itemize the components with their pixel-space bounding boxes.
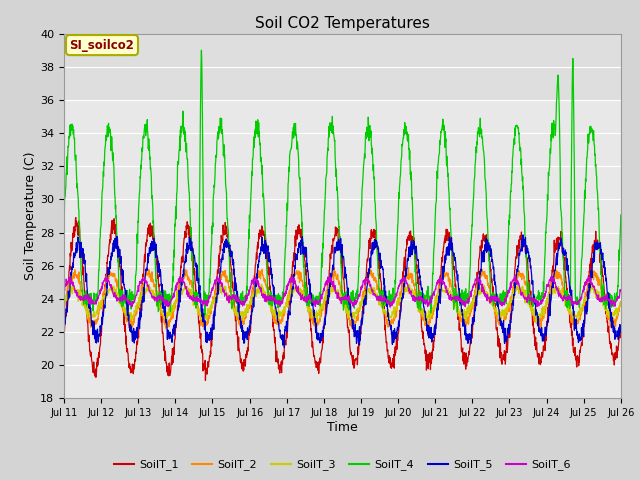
- SoilT_5: [519, 232, 527, 238]
- SoilT_1: [617, 323, 625, 328]
- SoilT_4: [441, 133, 449, 139]
- SoilT_5: [92, 334, 100, 340]
- SoilT_2: [290, 274, 298, 280]
- SoilT_6: [287, 279, 295, 285]
- Y-axis label: Soil Temperature (C): Soil Temperature (C): [24, 152, 37, 280]
- SoilT_6: [440, 280, 448, 286]
- SoilT_1: [202, 378, 209, 384]
- SoilT_4: [288, 139, 296, 145]
- SoilT_1: [288, 275, 296, 281]
- SoilT_4: [201, 312, 209, 318]
- SoilT_1: [72, 215, 79, 220]
- SoilT_2: [537, 327, 545, 333]
- SoilT_3: [287, 289, 295, 295]
- SoilT_6: [511, 273, 518, 279]
- SoilT_3: [269, 309, 276, 314]
- SoilT_1: [60, 325, 68, 331]
- SoilT_4: [269, 292, 276, 298]
- SoilT_6: [60, 287, 68, 292]
- SoilT_5: [291, 273, 298, 279]
- SoilT_5: [60, 325, 68, 331]
- SoilT_2: [287, 285, 295, 290]
- SoilT_2: [268, 310, 276, 315]
- SoilT_5: [280, 345, 288, 350]
- SoilT_3: [532, 320, 540, 325]
- SoilT_3: [617, 300, 625, 305]
- Text: SI_soilco2: SI_soilco2: [70, 38, 134, 51]
- SoilT_4: [179, 108, 187, 114]
- SoilT_2: [92, 317, 100, 323]
- Line: SoilT_6: SoilT_6: [64, 276, 621, 307]
- SoilT_6: [179, 276, 187, 281]
- Line: SoilT_4: SoilT_4: [64, 50, 621, 315]
- SoilT_4: [617, 212, 625, 218]
- Line: SoilT_2: SoilT_2: [64, 267, 621, 330]
- SoilT_5: [268, 281, 276, 287]
- X-axis label: Time: Time: [327, 421, 358, 434]
- SoilT_4: [92, 299, 100, 305]
- SoilT_2: [404, 264, 412, 270]
- SoilT_5: [440, 264, 448, 270]
- Bar: [64, 34, 621, 100]
- Legend: SoilT_1, SoilT_2, SoilT_3, SoilT_4, SoilT_5, SoilT_6: SoilT_1, SoilT_2, SoilT_3, SoilT_4, Soil…: [109, 455, 575, 475]
- Line: SoilT_1: SoilT_1: [64, 217, 621, 381]
- SoilT_2: [617, 299, 625, 304]
- SoilT_3: [182, 281, 189, 287]
- SoilT_4: [198, 48, 205, 53]
- Line: SoilT_3: SoilT_3: [64, 284, 621, 323]
- SoilT_6: [290, 275, 298, 281]
- SoilT_1: [291, 249, 298, 254]
- SoilT_5: [179, 272, 187, 277]
- SoilT_1: [179, 251, 187, 256]
- SoilT_5: [617, 324, 625, 330]
- Title: Soil CO2 Temperatures: Soil CO2 Temperatures: [255, 16, 430, 31]
- SoilT_1: [269, 324, 276, 330]
- SoilT_6: [617, 287, 625, 293]
- SoilT_3: [291, 286, 298, 291]
- SoilT_6: [92, 298, 100, 303]
- SoilT_3: [179, 289, 187, 295]
- SoilT_3: [440, 288, 448, 293]
- SoilT_4: [291, 132, 298, 137]
- SoilT_2: [179, 275, 187, 281]
- SoilT_3: [92, 312, 100, 318]
- Line: SoilT_5: SoilT_5: [64, 235, 621, 348]
- SoilT_5: [287, 292, 295, 298]
- SoilT_6: [387, 304, 394, 310]
- SoilT_2: [60, 299, 68, 305]
- SoilT_1: [92, 366, 100, 372]
- SoilT_3: [60, 299, 68, 305]
- SoilT_1: [441, 236, 449, 242]
- SoilT_4: [60, 212, 68, 217]
- SoilT_6: [268, 297, 276, 303]
- SoilT_2: [440, 267, 448, 273]
